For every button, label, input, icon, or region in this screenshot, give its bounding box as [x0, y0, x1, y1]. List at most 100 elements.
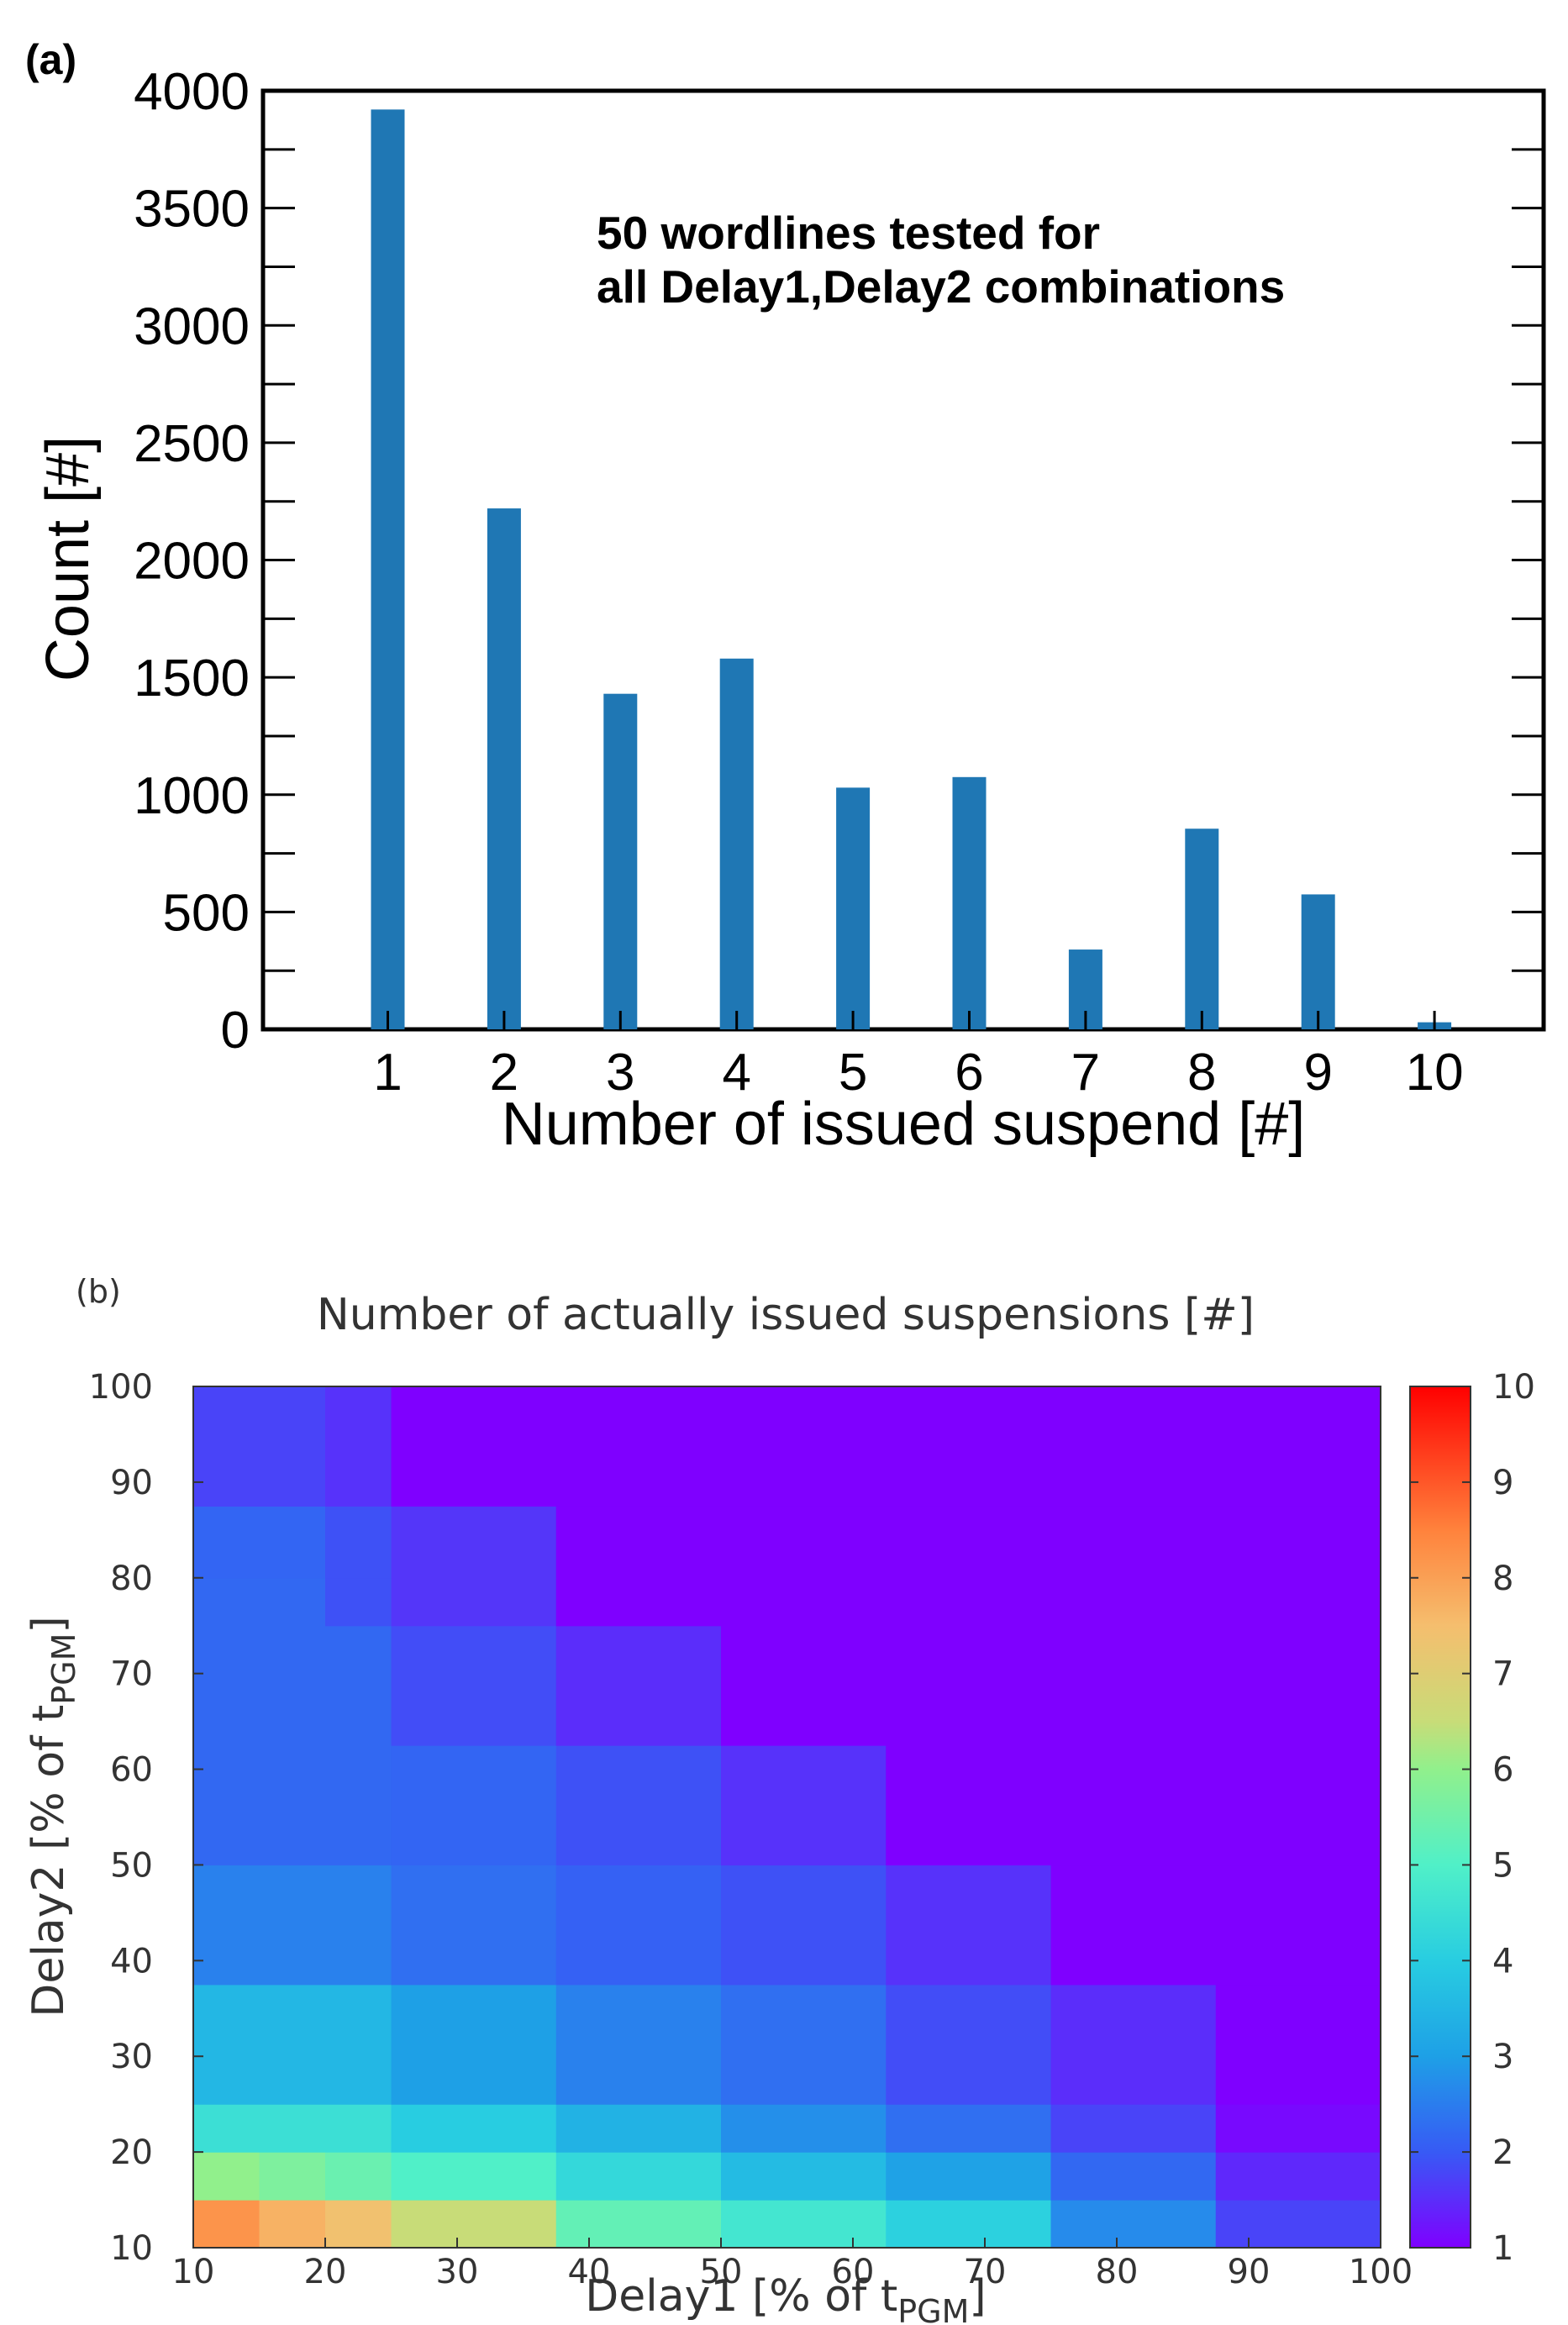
heatmap-y-tick-label: 100: [89, 1368, 153, 1407]
heatmap-cell: [886, 2104, 1052, 2153]
heatmap-x-tick-label: 100: [1349, 2253, 1413, 2291]
heatmap-cell: [391, 1865, 557, 1986]
heatmap-cell: [391, 2104, 557, 2153]
heatmap-cell: [391, 1386, 1381, 1507]
heatmap-x-tick-label: 60: [832, 2253, 875, 2291]
heatmap-cell: [1050, 1984, 1217, 2105]
heatmap-cell: [325, 2152, 392, 2201]
heatmap-cell: [886, 1745, 1381, 1866]
heatmap-y-tick-label: 90: [110, 1464, 153, 1502]
heatmap-title: Number of actually issued suspensions [#…: [317, 1290, 1255, 1340]
heatmap-cell: [1215, 1984, 1381, 2105]
heatmap-y-tick-label: 60: [110, 1751, 153, 1790]
heatmap-cell: [193, 1386, 326, 1507]
heatmap-cell: [325, 1386, 392, 1507]
heatmap-cell: [193, 1506, 326, 1579]
colorbar-tick-label: 2: [1492, 2133, 1513, 2172]
heatmap-cell: [555, 2200, 722, 2249]
y-tick-label: 1500: [134, 650, 250, 707]
bar-chart-panel: (a) 0 500 1000 1500 2000 2500 3000 3500 4000 1 2 3…: [25, 36, 1546, 1158]
heatmap-cell: [555, 2152, 722, 2201]
y-axis-label: Count [#]: [34, 436, 102, 681]
heatmap-x-tick-label: 90: [1228, 2253, 1271, 2291]
heatmap-cell: [1050, 1865, 1381, 1986]
x-tick-label: 7: [1071, 1044, 1100, 1102]
heatmap-cell: [193, 1577, 326, 1627]
heatmap-cell: [259, 2200, 326, 2249]
colorbar-tick-label: 1: [1492, 2229, 1513, 2268]
x-tick-label: 3: [606, 1044, 634, 1102]
heatmap-cell: [555, 1506, 1381, 1579]
colorbar-tick-label: 5: [1492, 1846, 1513, 1885]
heatmap-cell: [259, 2152, 326, 2201]
x-tick-label: 5: [839, 1044, 867, 1102]
heatmap-cell: [193, 1865, 392, 1986]
heatmap-frame: [192, 1386, 1381, 2249]
heatmap-x-tick-label: 10: [172, 2253, 215, 2291]
y-tick-label: 2000: [134, 533, 250, 591]
heatmap-cell: [721, 1745, 887, 1866]
bar-2: [487, 508, 521, 1029]
bar-5: [836, 787, 871, 1029]
heatmap-cell: [391, 1577, 557, 1627]
heatmap-y-tick-label: 50: [110, 1846, 153, 1885]
heatmap-cell: [886, 2152, 1052, 2201]
heatmap-cell: [1215, 2200, 1381, 2249]
x-tick-label: 2: [490, 1044, 518, 1102]
heatmap-cell: [721, 1625, 1381, 1746]
heatmap-cell: [193, 1745, 392, 1866]
heatmap-cell: [1050, 2152, 1217, 2201]
heatmap-cell: [721, 2200, 887, 2249]
y-tick-label: 500: [163, 884, 250, 942]
heatmap-cell: [193, 1984, 392, 2105]
heatmap-cell: [886, 2200, 1052, 2249]
y-tick-label: 3500: [134, 181, 250, 239]
heatmap-cell: [193, 2104, 392, 2153]
heatmap-cell: [1050, 2104, 1217, 2153]
panel-b-label: (b): [76, 1273, 121, 1310]
panel-a-label: (a): [25, 36, 76, 83]
colorbar-tick-label: 3: [1492, 2038, 1513, 2076]
heatmap-cell: [721, 2104, 887, 2153]
bar-4: [719, 658, 754, 1029]
heatmap-cell: [1050, 2200, 1217, 2249]
heatmap-cell: [555, 1577, 1381, 1627]
x-tick-label: 1: [373, 1044, 402, 1102]
heatmap-cell: [391, 2200, 557, 2249]
y-tick-label: 0: [221, 1002, 250, 1060]
bar-6: [952, 776, 987, 1029]
x-tick-label: 9: [1303, 1044, 1332, 1102]
x-tick-label: 10: [1406, 1044, 1464, 1102]
colorbar-tick-label: 9: [1492, 1464, 1513, 1502]
heatmap-cell: [555, 1984, 722, 2105]
heatmap-cell: [721, 2152, 887, 2201]
heatmap-cell: [555, 2104, 722, 2153]
heatmap-x-tick-label: 80: [1096, 2253, 1139, 2291]
heatmap-x-tick-label: 70: [964, 2253, 1007, 2291]
heatmap-y-tick-label: 20: [110, 2133, 153, 2172]
y-tick-label: 3000: [134, 297, 250, 355]
annotation-line-1: 50 wordlines tested for: [597, 207, 1100, 259]
colorbar-tick-label: 6: [1492, 1751, 1513, 1790]
heatmap-x-tick-label: 40: [568, 2253, 611, 2291]
heatmap-x-axis-label: Delay1 [% of tPGM]: [585, 2271, 986, 2325]
heatmap-cell: [325, 1577, 392, 1627]
x-axis-label: Number of issued suspend [#]: [502, 1091, 1306, 1158]
heatmap-cell: [391, 1506, 557, 1579]
heatmap-y-tick-label: 80: [110, 1560, 153, 1598]
heatmap-y-tick-label: 10: [110, 2229, 153, 2268]
y-tick-label: 2500: [134, 415, 250, 473]
colorbar: [1409, 1386, 1471, 2249]
heatmap-cell: [193, 1625, 392, 1746]
heatmap-cell: [193, 2152, 260, 2201]
heatmap-cell: [391, 1984, 557, 2105]
heatmap-x-tick-label: 20: [304, 2253, 347, 2291]
x-tick-label: 8: [1187, 1044, 1216, 1102]
heatmap-cell: [721, 1984, 887, 2105]
colorbar-tick-label: 8: [1492, 1560, 1513, 1598]
annotation-line-2: all Delay1,Delay2 combinations: [597, 260, 1285, 313]
heatmap-cell: [325, 2200, 392, 2249]
heatmap-cell: [1215, 2104, 1381, 2153]
heatmap-cell: [555, 1865, 722, 1986]
